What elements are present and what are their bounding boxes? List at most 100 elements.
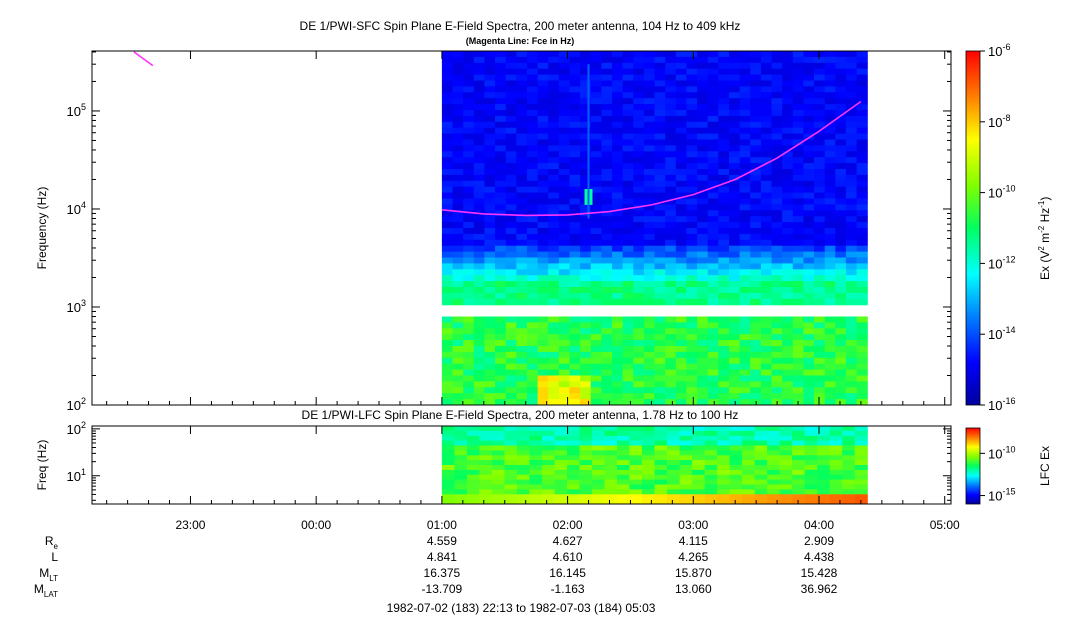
- spectrogram-cell: [466, 455, 480, 461]
- spectrogram-cell: [495, 80, 507, 87]
- spectrogram-cell: [580, 169, 592, 176]
- spectrogram-cell: [516, 163, 528, 170]
- spectrogram-cell: [739, 316, 751, 323]
- spectrogram-cell: [569, 198, 581, 205]
- spectrogram-cell: [473, 98, 485, 105]
- spectrogram-cell: [516, 263, 528, 270]
- spectrogram-cell: [580, 363, 592, 371]
- spectrogram-cell: [590, 163, 602, 170]
- spectrogram-cell: [771, 233, 783, 241]
- spectrogram-cell: [856, 346, 868, 353]
- spectrogram-cell: [622, 115, 634, 123]
- spectrogram-cell: [771, 121, 783, 129]
- spectrogram-cell: [617, 440, 631, 447]
- spectrogram-cell: [845, 174, 858, 182]
- spectrogram-cell: [754, 460, 768, 466]
- spectrogram-cell: [803, 180, 815, 188]
- spectrogram-cell: [612, 192, 624, 200]
- spectrogram-cell: [675, 328, 687, 335]
- spectrogram-cell: [767, 469, 781, 476]
- spectrogram-cell: [505, 357, 517, 365]
- spectrogram-cell: [707, 174, 719, 182]
- spectrogram-cell: [441, 455, 455, 461]
- spectrogram-cell: [579, 455, 593, 461]
- spectrogram-cell: [803, 51, 815, 58]
- spectrogram-cell: [601, 292, 613, 300]
- spectrogram-cell: [835, 74, 847, 82]
- spectrogram-cell: [697, 269, 709, 276]
- spectrogram-cell: [567, 445, 581, 451]
- spectrogram-cell: [526, 68, 539, 76]
- colorbar-tick-label: 10-10: [988, 184, 1015, 201]
- spectrogram-cell: [542, 450, 556, 456]
- spectrogram-cell: [707, 263, 719, 270]
- spectrogram-cell: [782, 375, 794, 382]
- spectrogram-cell: [792, 455, 806, 461]
- spectrogram-cell: [580, 204, 592, 211]
- spectrogram-cell: [495, 198, 507, 205]
- spectrogram-cell: [622, 322, 634, 329]
- spectrogram-cell: [604, 465, 618, 471]
- spectrogram-cell: [782, 228, 794, 235]
- spectrogram-cell: [856, 163, 868, 170]
- spectrogram-cell: [814, 115, 826, 123]
- spectrogram-cell: [750, 133, 762, 141]
- spectrogram-cell: [479, 465, 493, 471]
- spectrogram-cell: [856, 239, 868, 247]
- spectrogram-cell: [558, 56, 570, 64]
- spectrogram-cell: [835, 322, 847, 329]
- spectrogram-cell: [654, 145, 666, 152]
- spectrogram-cell: [760, 145, 773, 152]
- spectrogram-cell: [742, 469, 756, 476]
- spectrogram-cell: [642, 430, 656, 437]
- spectrogram-cell: [463, 233, 475, 241]
- spectrogram-cell: [590, 169, 602, 176]
- spectrogram-cell: [473, 269, 485, 276]
- spectrogram-cell: [707, 292, 719, 300]
- spectrogram-cell: [554, 426, 568, 432]
- spectrogram-cell: [505, 393, 517, 400]
- spectrogram-cell: [779, 445, 793, 451]
- spectrogram-cell: [718, 80, 730, 87]
- spectrogram-cell: [590, 127, 602, 135]
- spectrogram-cell: [654, 489, 668, 495]
- spectrogram-cell: [654, 287, 666, 294]
- spectrogram-cell: [792, 80, 804, 87]
- spectrogram-cell: [537, 346, 549, 353]
- spectrogram-cell: [750, 121, 762, 129]
- spectrogram-cell: [633, 110, 645, 117]
- spectrogram-cell: [558, 263, 570, 270]
- spectrogram-cell: [505, 216, 517, 223]
- spectrogram-cell: [542, 460, 556, 466]
- spectrogram-cell: [580, 369, 592, 377]
- spectrogram-cell: [845, 334, 858, 341]
- spectrogram-cell: [667, 474, 681, 481]
- spectrogram-cell: [526, 133, 539, 141]
- spectrogram-cell: [590, 98, 602, 105]
- spectrogram-cell: [604, 474, 618, 481]
- spectrogram-cell: [612, 174, 624, 182]
- spectrogram-cell: [742, 465, 756, 471]
- spectrogram-cell: [829, 479, 843, 486]
- spectrogram-cell: [814, 157, 826, 164]
- spectrogram-cell: [729, 245, 741, 253]
- spectrogram-cell: [484, 74, 496, 82]
- spectrogram-cell: [463, 222, 475, 229]
- spectrogram-cell: [654, 340, 666, 347]
- spectrogram-cell: [548, 369, 560, 377]
- spectrogram-cell: [792, 387, 804, 394]
- spectrogram-cell: [537, 245, 549, 253]
- spectrogram-cell: [729, 239, 741, 247]
- spectrogram-cell: [612, 222, 624, 229]
- spectrogram-cell: [803, 375, 815, 382]
- spectrogram-cell: [729, 222, 741, 229]
- spectrogram-cell: [718, 92, 730, 99]
- spectrogram-cell: [592, 484, 606, 490]
- spectrogram-cell: [750, 322, 762, 329]
- spectrogram-cell: [824, 369, 836, 377]
- spectrogram-cell: [441, 298, 454, 306]
- spectrogram-cell: [590, 133, 602, 141]
- spectrogram-cell: [824, 346, 836, 353]
- spectrogram-cell: [612, 287, 624, 294]
- spectrogram-cell: [516, 269, 528, 276]
